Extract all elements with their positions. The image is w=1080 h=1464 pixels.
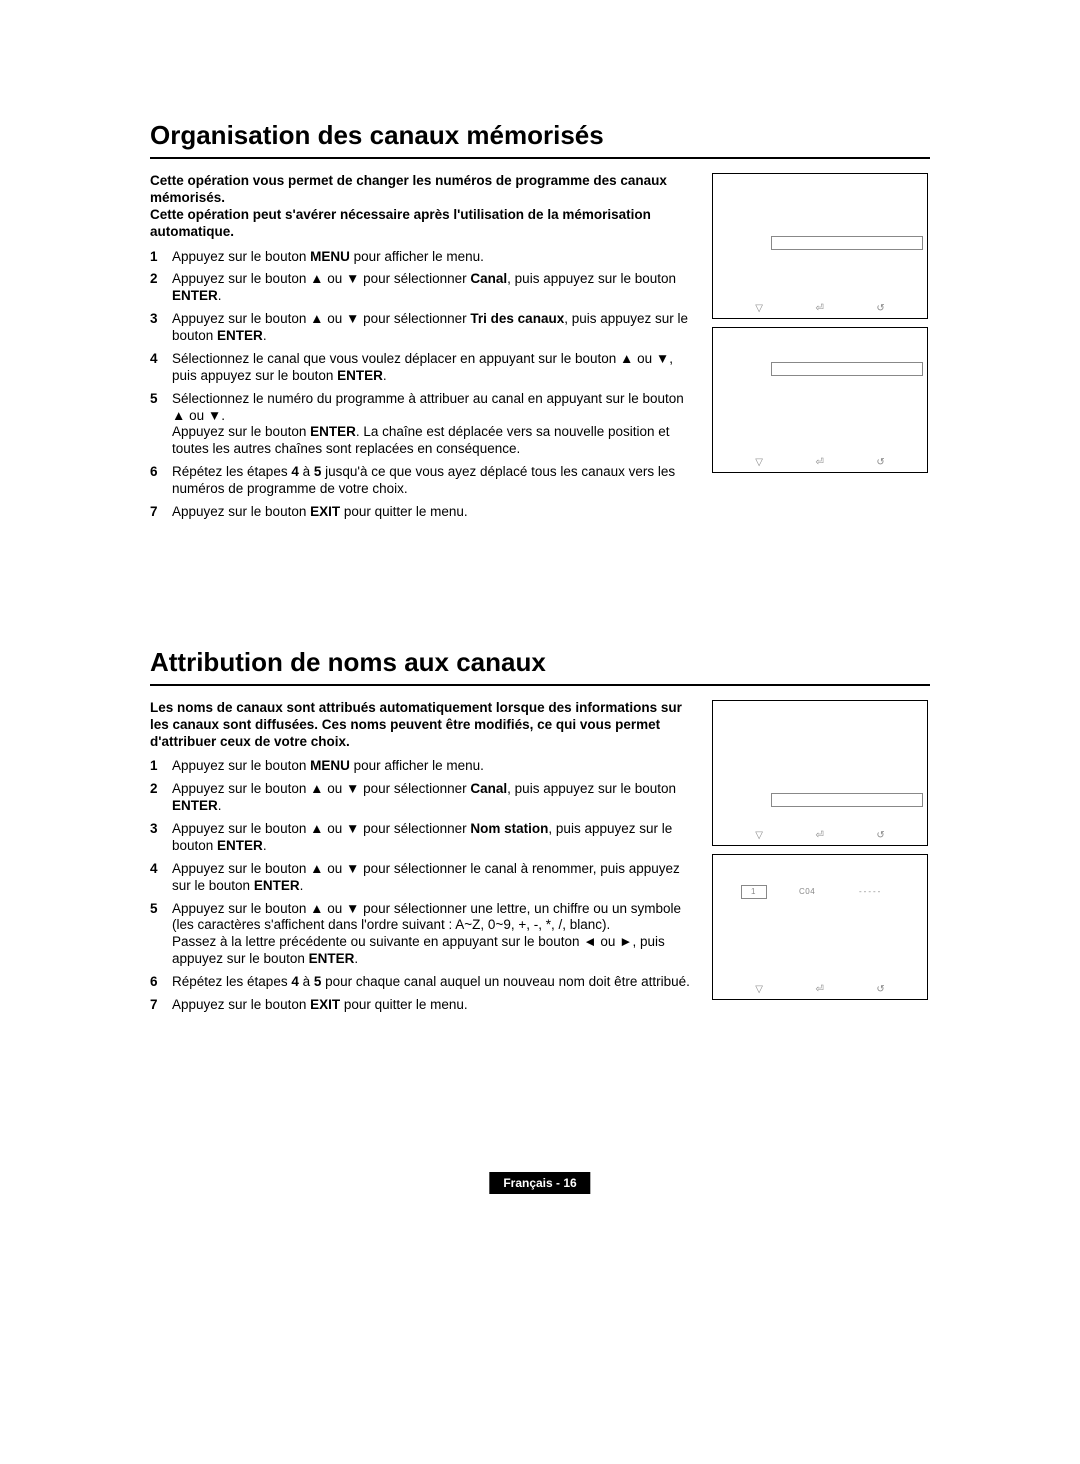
s2-step7: 7 Appuyez sur le bouton EXIT pour quitte… — [150, 997, 694, 1014]
s1-step3: 3 Appuyez sur le bouton ▲ ou ▼ pour séle… — [150, 311, 694, 345]
move-icon: ▽ — [755, 984, 763, 995]
fig-dashes: ----- — [859, 887, 882, 896]
section2-title: Attribution de noms aux canaux — [150, 647, 930, 678]
section1-steps: 1 Appuyez sur le bouton MENU pour affich… — [150, 249, 694, 521]
section1-figures: ▽ ⏎ ↺ ▽ ⏎ ↺ — [712, 173, 930, 473]
s2-screen1: ▽ ⏎ ↺ — [712, 700, 928, 846]
intro1-line1: Cette opération vous permet de changer l… — [150, 173, 667, 205]
s1-step2: 2 Appuyez sur le bouton ▲ ou ▼ pour séle… — [150, 271, 694, 305]
s2-screen2: 1 C04 ----- ▽ ⏎ ↺ — [712, 854, 928, 1000]
s1-step6: 6 Répétez les étapes 4 à 5 jusqu'à ce qu… — [150, 464, 694, 498]
enter-icon: ⏎ — [815, 984, 823, 995]
section2-figures: ▽ ⏎ ↺ 1 C04 ----- ▽ ⏎ ↺ — [712, 700, 930, 1000]
section-attribution: Attribution de noms aux canaux Les noms … — [150, 647, 930, 1020]
s1-step4: 4 Sélectionnez le canal que vous voulez … — [150, 351, 694, 385]
page-footer: Français - 16 — [489, 1172, 590, 1194]
return-icon: ↺ — [876, 830, 884, 841]
s2-step3: 3 Appuyez sur le bouton ▲ ou ▼ pour séle… — [150, 821, 694, 855]
s1-screen2: ▽ ⏎ ↺ — [712, 327, 928, 473]
s2-step2: 2 Appuyez sur le bouton ▲ ou ▼ pour séle… — [150, 781, 694, 815]
section2-intro: Les noms de canaux sont attribués automa… — [150, 700, 694, 751]
return-icon: ↺ — [876, 457, 884, 468]
s1-step5: 5 Sélectionnez le numéro du programme à … — [150, 391, 694, 459]
section1-title: Organisation des canaux mémorisés — [150, 120, 930, 151]
section1-intro: Cette opération vous permet de changer l… — [150, 173, 694, 241]
intro1-line2: Cette opération peut s'avérer nécessaire… — [150, 207, 651, 239]
section-organisation: Organisation des canaux mémorisés Cette … — [150, 120, 930, 527]
fig-num: 1 — [751, 887, 756, 896]
title-rule-1 — [150, 157, 930, 159]
enter-icon: ⏎ — [815, 303, 823, 314]
s2-step6: 6 Répétez les étapes 4 à 5 pour chaque c… — [150, 974, 694, 991]
section2-steps: 1 Appuyez sur le bouton MENU pour affich… — [150, 758, 694, 1013]
section2-text: Les noms de canaux sont attribués automa… — [150, 700, 694, 1020]
fig-ch: C04 — [799, 887, 815, 896]
return-icon: ↺ — [876, 303, 884, 314]
s2-step5: 5 Appuyez sur le bouton ▲ ou ▼ pour séle… — [150, 901, 694, 969]
s1-step1: 1 Appuyez sur le bouton MENU pour affich… — [150, 249, 694, 266]
s1-screen1: ▽ ⏎ ↺ — [712, 173, 928, 319]
return-icon: ↺ — [876, 984, 884, 995]
move-icon: ▽ — [755, 830, 763, 841]
enter-icon: ⏎ — [815, 830, 823, 841]
s2-step1: 1 Appuyez sur le bouton MENU pour affich… — [150, 758, 694, 775]
enter-icon: ⏎ — [815, 457, 823, 468]
s1-step7: 7 Appuyez sur le bouton EXIT pour quitte… — [150, 504, 694, 521]
move-icon: ▽ — [755, 457, 763, 468]
move-icon: ▽ — [755, 303, 763, 314]
s2-step4: 4 Appuyez sur le bouton ▲ ou ▼ pour séle… — [150, 861, 694, 895]
title-rule-2 — [150, 684, 930, 686]
section1-text: Cette opération vous permet de changer l… — [150, 173, 694, 527]
